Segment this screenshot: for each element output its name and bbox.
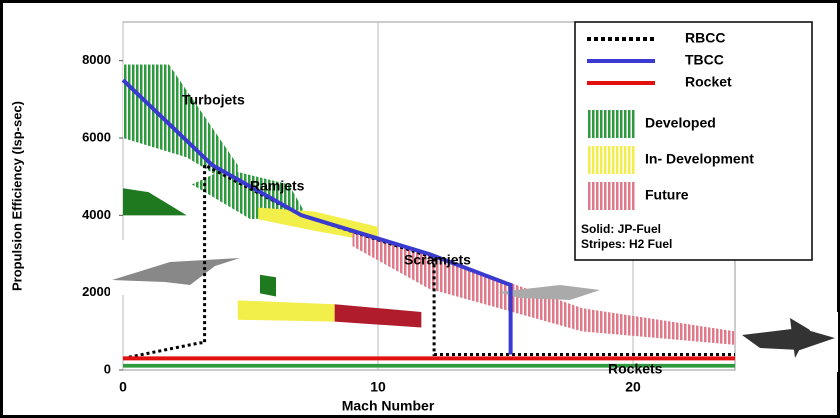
- legend-swatch: [587, 110, 635, 138]
- legend-swatch: [587, 146, 635, 174]
- x-tick-label: 0: [119, 379, 127, 395]
- y-tick-label: 4000: [82, 207, 111, 222]
- legend-swatch: [587, 182, 635, 210]
- y-tick-label: 6000: [82, 129, 111, 144]
- region-label: Turbojets: [182, 92, 245, 108]
- legend-label: TBCC: [685, 52, 724, 68]
- chart: Propulsion Efficiency (Isp-sec) Mach Num…: [0, 0, 840, 418]
- y-tick-label: 0: [104, 361, 111, 376]
- legend-note: Solid: JP-Fuel: [581, 222, 661, 236]
- legend-label: RBCC: [685, 30, 725, 46]
- legend-note: Stripes: H2 Fuel: [581, 237, 672, 251]
- x-tick-label: 20: [625, 379, 641, 395]
- x-tick-label: 10: [370, 379, 386, 395]
- legend-label: Rocket: [685, 74, 732, 90]
- legend-label: In- Development: [645, 151, 754, 167]
- legend-label: Developed: [645, 115, 716, 131]
- region-label: Scramjets: [404, 252, 471, 268]
- y-tick-label: 2000: [82, 284, 111, 299]
- region-label: Ramjets: [250, 178, 305, 194]
- x-axis-label: Mach Number: [342, 398, 435, 414]
- y-axis-label: Propulsion Efficiency (Isp-sec): [9, 101, 24, 291]
- y-tick-label: 8000: [82, 52, 111, 67]
- region-label: Rockets: [608, 361, 663, 377]
- legend-label: Future: [645, 187, 689, 203]
